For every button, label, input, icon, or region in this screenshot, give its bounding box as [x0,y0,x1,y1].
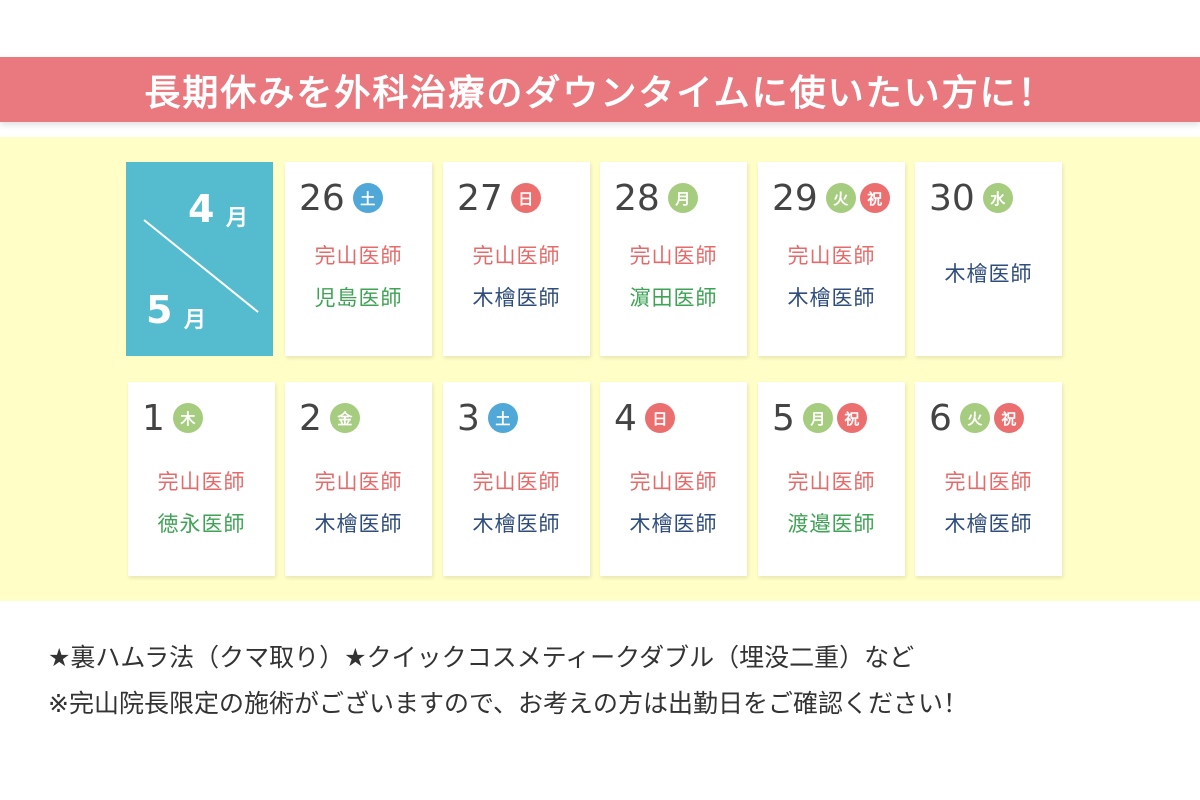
day-card: 27 日完山医師木檜医師 [443,162,590,356]
day-card: 28 月完山医師濵田医師 [600,162,747,356]
day-header: 26 土 [299,176,383,220]
doctor-name: 木檜医師 [945,258,1033,288]
day-card: 1 木完山医師徳永医師 [128,382,275,576]
doctor-list: 完山医師 木檜医師 [443,466,590,538]
day-card: 4 日完山医師木檜医師 [600,382,747,576]
doctor-name: 完山医師 [473,466,561,496]
day-card: 2 金完山医師木檜医師 [285,382,432,576]
day-number: 29 [772,178,818,219]
weekday-badge: 木 [173,403,203,433]
day-number: 3 [457,398,480,439]
weekday-badge: 日 [645,403,675,433]
day-number: 5 [772,398,795,439]
weekday-badge: 水 [983,183,1013,213]
doctor-list: 完山医師 児島医師 [285,240,432,312]
doctor-name: 濵田医師 [630,282,718,312]
month-from-unit: 月 [226,200,248,232]
day-card: 29 火祝完山医師木檜医師 [758,162,905,356]
weekday-badge: 日 [511,183,541,213]
note-line-1: ★裏ハムラ法（クマ取り）★クイックコスメティークダブル（埋没二重）など [48,635,1168,681]
doctor-list: 完山医師 徳永医師 [128,466,275,538]
header-banner: 長期休みを外科治療のダウンタイムに使いたい方に！ [0,57,1200,122]
day-number: 4 [614,398,637,439]
weekday-badge: 月 [668,183,698,213]
doctor-name: 木檜医師 [945,508,1033,538]
day-number: 26 [299,178,345,219]
month-label-box: 4 月 5 月 [126,162,273,356]
doctor-name: 児島医師 [315,282,403,312]
day-number: 2 [299,398,322,439]
doctor-list: 完山医師 木檜医師 [758,240,905,312]
doctor-list: 完山医師 渡邉医師 [758,466,905,538]
day-number: 1 [142,398,165,439]
doctor-name: 完山医師 [945,466,1033,496]
day-header: 29 火祝 [772,176,890,220]
doctor-name: 完山医師 [630,466,718,496]
doctor-name: 渡邉医師 [788,508,876,538]
day-header: 28 月 [614,176,698,220]
day-card: 6 火祝完山医師木檜医師 [915,382,1062,576]
doctor-name: 完山医師 [473,240,561,270]
month-to-number: 5 [146,288,172,332]
day-card: 5 月祝完山医師渡邉医師 [758,382,905,576]
weekday-badge: 月 [803,403,833,433]
month-from-number: 4 [188,187,214,231]
doctor-name: 完山医師 [630,240,718,270]
note-line-2: ※完山院長限定の施術がございますので、お考えの方は出勤日をご確認ください！ [48,681,1168,727]
weekday-badge: 金 [330,403,360,433]
weekday-badge: 土 [353,183,383,213]
doctor-name: 完山医師 [158,466,246,496]
doctor-name: 完山医師 [788,240,876,270]
doctor-list: 完山医師 木檜医師 [915,466,1062,538]
day-number: 27 [457,178,503,219]
doctor-name: 木檜医師 [630,508,718,538]
weekday-badge: 土 [488,403,518,433]
doctor-name: 木檜医師 [473,508,561,538]
doctor-name: 完山医師 [315,240,403,270]
day-header: 30 水 [929,176,1013,220]
weekday-badge: 祝 [860,183,890,213]
banner-title: 長期休みを外科治療のダウンタイムに使いたい方に！ [144,64,1055,116]
doctor-list: 完山医師 木檜医師 [285,466,432,538]
doctor-name: 木檜医師 [473,282,561,312]
day-number: 30 [929,178,975,219]
doctor-name: 木檜医師 [315,508,403,538]
weekday-badge: 火 [960,403,990,433]
doctor-name: 完山医師 [788,466,876,496]
doctor-name: 完山医師 [315,466,403,496]
day-card: 26 土完山医師児島医師 [285,162,432,356]
day-number: 6 [929,398,952,439]
weekday-badge: 祝 [837,403,867,433]
day-card: 30 水木檜医師 [915,162,1062,356]
doctor-name: 木檜医師 [788,282,876,312]
day-number: 28 [614,178,660,219]
doctor-name: 徳永医師 [158,508,246,538]
day-card: 3 土完山医師木檜医師 [443,382,590,576]
day-header: 27 日 [457,176,541,220]
doctor-list: 木檜医師 [915,258,1062,288]
month-to-unit: 月 [184,302,206,334]
weekday-badge: 祝 [994,403,1024,433]
notes: ★裏ハムラ法（クマ取り）★クイックコスメティークダブル（埋没二重）など ※完山院… [48,635,1168,727]
weekday-badge: 火 [826,183,856,213]
doctor-list: 完山医師 木檜医師 [443,240,590,312]
doctor-list: 完山医師 濵田医師 [600,240,747,312]
doctor-list: 完山医師 木檜医師 [600,466,747,538]
